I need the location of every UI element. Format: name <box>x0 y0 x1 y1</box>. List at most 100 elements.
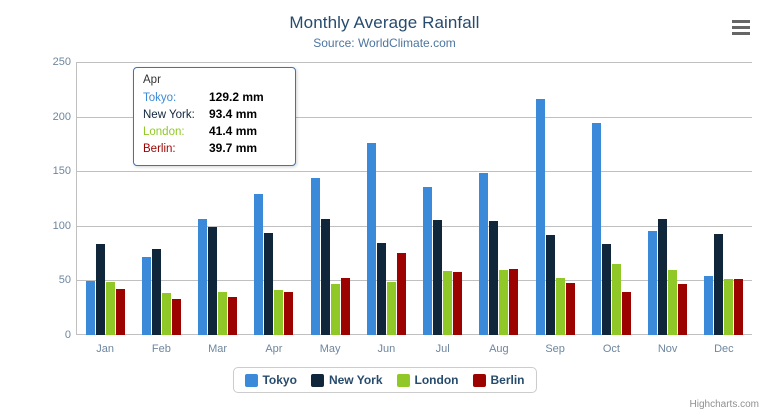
bar-group[interactable]: Jun <box>358 62 414 355</box>
bar-tokyo[interactable] <box>535 98 545 335</box>
bar-new-york[interactable] <box>545 235 555 335</box>
bar-london[interactable] <box>274 289 284 335</box>
bar-berlin[interactable] <box>565 283 575 335</box>
bar-tokyo[interactable] <box>254 193 264 335</box>
bar-group[interactable]: Nov <box>640 62 696 355</box>
bar-berlin[interactable] <box>509 269 519 335</box>
bar-london[interactable] <box>105 281 115 335</box>
x-axis-tick-label: May <box>319 343 341 355</box>
x-axis-tick-label: Jun <box>377 343 396 355</box>
bar-berlin[interactable] <box>678 283 688 335</box>
bar-tokyo[interactable] <box>141 256 151 335</box>
x-axis-tick-label: Oct <box>602 343 620 355</box>
bar-new-york[interactable] <box>264 233 274 335</box>
legend-swatch-icon <box>310 373 324 387</box>
x-axis-tick-label: Jan <box>96 343 114 355</box>
bar-new-york[interactable] <box>433 220 443 335</box>
bar-group[interactable]: Apr <box>246 62 302 355</box>
bar-tokyo[interactable] <box>648 230 658 335</box>
bar-tokyo[interactable] <box>198 218 208 335</box>
tooltip-series-value: 41.4 mm <box>209 124 258 138</box>
bar-new-york[interactable] <box>208 227 218 335</box>
bar-group-bars <box>696 62 752 335</box>
bar-berlin[interactable] <box>284 291 294 335</box>
x-axis-tick-label: Mar <box>208 343 228 355</box>
bar-tokyo[interactable] <box>591 123 601 335</box>
y-gridline <box>77 171 752 173</box>
tooltip-series-name: London: <box>143 126 185 138</box>
y-axis-tick-label: 200 <box>52 110 71 123</box>
bar-berlin[interactable] <box>453 272 463 335</box>
y-gridline <box>77 280 752 282</box>
bar-london[interactable] <box>611 263 621 335</box>
x-axis-tick-label: Apr <box>265 343 283 355</box>
bar-london[interactable] <box>218 292 228 335</box>
bar-group-bars <box>77 62 133 335</box>
chart-subtitle: Source: WorldClimate.com <box>313 36 456 50</box>
bar-group[interactable]: Jan <box>77 62 133 355</box>
bar-group[interactable]: Sep <box>527 62 583 355</box>
bar-london[interactable] <box>161 292 171 335</box>
x-axis-tick-label: Nov <box>657 343 678 355</box>
bar-tokyo[interactable] <box>704 275 714 335</box>
bar-berlin[interactable] <box>340 277 350 335</box>
x-axis-tick-label: Feb <box>151 343 171 355</box>
bar-group-bars <box>415 62 471 335</box>
bar-group[interactable]: Oct <box>583 62 639 355</box>
bar-group[interactable]: Jul <box>415 62 471 355</box>
bar-berlin[interactable] <box>396 252 406 335</box>
bar-group[interactable]: May <box>302 62 358 355</box>
bar-group-bars <box>190 62 246 335</box>
bar-group-bars <box>640 62 696 335</box>
bar-tokyo[interactable] <box>423 186 433 335</box>
bar-new-york[interactable] <box>658 218 668 335</box>
bar-group-bars <box>133 62 189 335</box>
legend-item-berlin[interactable]: Berlin <box>472 373 525 387</box>
bar-london[interactable] <box>443 270 453 335</box>
bar-london[interactable] <box>724 279 734 335</box>
bar-group[interactable]: Feb <box>133 62 189 355</box>
bar-new-york[interactable] <box>151 248 161 335</box>
bar-berlin[interactable] <box>115 288 125 335</box>
bar-london[interactable] <box>386 282 396 335</box>
bar-group-bars <box>358 62 414 335</box>
bar-london[interactable] <box>499 269 509 335</box>
tooltip-series-name: Berlin: <box>143 143 176 155</box>
bar-new-york[interactable] <box>376 242 386 335</box>
bar-new-york[interactable] <box>320 219 330 335</box>
legend-item-tokyo[interactable]: Tokyo <box>244 373 297 387</box>
x-axis-tick-label: Aug <box>489 343 509 355</box>
legend-item-label: Berlin <box>490 373 525 387</box>
bar-group-bars <box>583 62 639 335</box>
bar-group-bars <box>302 62 358 335</box>
bar-berlin[interactable] <box>171 298 181 335</box>
bar-new-york[interactable] <box>601 243 611 335</box>
tooltip-series-value: 93.4 mm <box>209 107 258 121</box>
bar-tokyo[interactable] <box>310 177 320 335</box>
bar-berlin[interactable] <box>621 292 631 335</box>
bar-london[interactable] <box>668 270 678 335</box>
bar-group[interactable]: Aug <box>471 62 527 355</box>
legend-item-london[interactable]: London <box>396 373 459 387</box>
credits-label: Highcharts.com <box>689 399 759 410</box>
bar-groups: Jan Feb Mar Apr May Jun Jul Aug Sep Oct Nov Dec <box>77 62 752 355</box>
legend-swatch-icon <box>472 373 486 387</box>
bar-tokyo[interactable] <box>479 172 489 335</box>
hamburger-menu-icon[interactable] <box>729 17 753 37</box>
bar-group[interactable]: Dec <box>696 62 752 355</box>
bar-london[interactable] <box>555 277 565 335</box>
legend-swatch-icon <box>244 373 258 387</box>
bar-london[interactable] <box>330 283 340 335</box>
bar-tokyo[interactable] <box>366 142 376 335</box>
bar-new-york[interactable] <box>95 243 105 335</box>
legend-item-new-york[interactable]: New York <box>310 373 383 387</box>
bar-tokyo[interactable] <box>85 280 95 335</box>
tooltip-row: Tokyo: 129.2 mm <box>143 89 286 106</box>
y-axis-tick-label: 150 <box>52 165 71 178</box>
bar-group[interactable]: Mar <box>190 62 246 355</box>
bar-new-york[interactable] <box>489 221 499 335</box>
bar-berlin[interactable] <box>734 279 744 335</box>
y-axis-tick-label: 250 <box>52 56 71 68</box>
bar-new-york[interactable] <box>714 234 724 335</box>
bar-berlin[interactable] <box>228 297 238 335</box>
